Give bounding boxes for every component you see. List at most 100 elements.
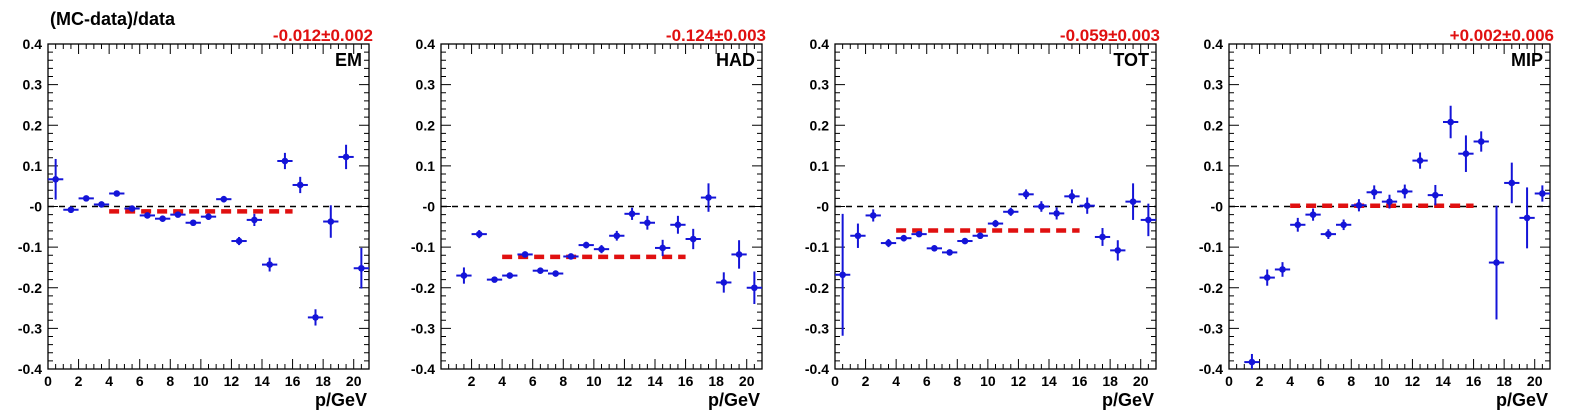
data-point xyxy=(124,205,140,212)
data-point xyxy=(307,309,324,326)
x-tick-label: 2 xyxy=(862,373,870,389)
data-point xyxy=(880,239,897,248)
data-point xyxy=(716,272,732,293)
marker xyxy=(567,253,575,260)
data-point xyxy=(1412,152,1428,169)
x-tick-label: 12 xyxy=(224,373,240,389)
x-axis-title: p/GeV xyxy=(1496,390,1548,410)
x-tick-label: 20 xyxy=(346,373,362,389)
marker xyxy=(327,218,335,225)
x-tick-label: 6 xyxy=(529,373,537,389)
marker xyxy=(296,181,304,189)
y-tick-label: 0.1 xyxy=(810,158,830,174)
marker xyxy=(885,239,892,247)
marker xyxy=(628,210,636,218)
data-point xyxy=(1488,205,1505,320)
marker xyxy=(1129,198,1137,205)
marker xyxy=(900,234,908,242)
marker xyxy=(1007,208,1015,216)
x-tick-label: 8 xyxy=(953,373,961,389)
y-tick-label: 0.3 xyxy=(1204,77,1224,93)
x-tick-label: 18 xyxy=(1496,373,1512,389)
y-tick-label: -0.3 xyxy=(411,320,435,336)
marker xyxy=(128,205,136,212)
x-tick-label: 18 xyxy=(315,373,331,389)
y-tick-label: 0.3 xyxy=(416,77,436,93)
marker xyxy=(1370,188,1378,196)
data-point xyxy=(1366,185,1382,200)
x-tick-label: 4 xyxy=(892,373,900,389)
data-point xyxy=(670,215,686,234)
data-point xyxy=(1336,219,1352,231)
data-point xyxy=(170,211,186,218)
data-point xyxy=(1473,131,1489,152)
data-point xyxy=(502,272,518,279)
data-point xyxy=(63,206,79,214)
x-tick-label: 6 xyxy=(1317,373,1325,389)
panel-em: -0.4 -0.3 -0.2 -0.1 -0 0.1 0.2 0.3 0.4 0 2 4 6 8 10 12 1… xyxy=(18,26,373,410)
marker xyxy=(674,221,682,229)
x-tick-label: 8 xyxy=(166,373,174,389)
marker xyxy=(1355,201,1363,209)
marker xyxy=(854,232,862,240)
y-tick-label: 0.4 xyxy=(416,36,436,52)
marker xyxy=(98,201,105,208)
marker xyxy=(869,212,877,219)
x-tick-label: 16 xyxy=(1466,373,1482,389)
y-tick-label: -0.4 xyxy=(18,361,42,377)
marker xyxy=(1279,266,1286,273)
panel-name-label: MIP xyxy=(1511,50,1543,70)
data-point xyxy=(1244,353,1260,369)
x-tick-label: 18 xyxy=(708,373,724,389)
data-point xyxy=(93,201,110,208)
y-tick-label: -0.3 xyxy=(18,320,42,336)
data-point xyxy=(1064,189,1080,204)
data-point xyxy=(1274,262,1291,277)
panel-name-label: HAD xyxy=(716,50,755,70)
data-point xyxy=(865,209,881,222)
y-tick-label: 0.2 xyxy=(1204,117,1224,133)
marker xyxy=(1309,211,1317,218)
data-point xyxy=(517,251,533,258)
data-point xyxy=(1397,184,1413,199)
data-point xyxy=(1320,229,1336,239)
panel-name-label: EM xyxy=(335,50,362,70)
y-tick-label: 0.2 xyxy=(810,117,830,133)
data-point xyxy=(200,213,217,220)
y-tick-label: -0 xyxy=(817,199,830,215)
data-point xyxy=(1125,183,1141,220)
marker xyxy=(342,153,350,161)
marker xyxy=(720,279,728,286)
marker xyxy=(689,235,697,243)
marker xyxy=(159,215,166,222)
marker xyxy=(281,157,289,165)
marker xyxy=(1416,157,1424,164)
y-tick-label: 0.1 xyxy=(1204,158,1224,174)
marker xyxy=(220,195,228,203)
data-point xyxy=(896,234,912,242)
data-point xyxy=(1079,197,1095,214)
y-tick-label: -0.3 xyxy=(805,320,829,336)
fit-result-label: -0.012±0.002 xyxy=(273,26,373,45)
x-tick-label: 6 xyxy=(136,373,144,389)
data-point xyxy=(593,245,610,254)
marker xyxy=(52,175,59,183)
panel-mip: -0.4 -0.3 -0.2 -0.1 -0 0.1 0.2 0.3 0.4 0 2 4 6 8 10 12 1… xyxy=(1199,26,1554,410)
x-tick-label: 10 xyxy=(586,373,602,389)
x-tick-label: 4 xyxy=(105,373,113,389)
data-point xyxy=(746,271,762,304)
y-tick-label: 0.3 xyxy=(23,77,43,93)
marker xyxy=(1539,190,1546,197)
data-point xyxy=(911,230,927,238)
y-tick-label: -0.4 xyxy=(411,361,435,377)
y-tick-label: 0.4 xyxy=(1204,36,1224,52)
y-tick-label: -0.1 xyxy=(805,239,829,255)
data-point xyxy=(185,219,201,227)
data-point xyxy=(1305,208,1321,221)
data-point xyxy=(338,144,354,170)
y-tick-label: -0.2 xyxy=(411,280,435,296)
marker xyxy=(839,271,846,279)
x-tick-label: 12 xyxy=(1011,373,1027,389)
x-tick-label: 16 xyxy=(1072,373,1088,389)
x-tick-label: 2 xyxy=(1256,373,1264,389)
